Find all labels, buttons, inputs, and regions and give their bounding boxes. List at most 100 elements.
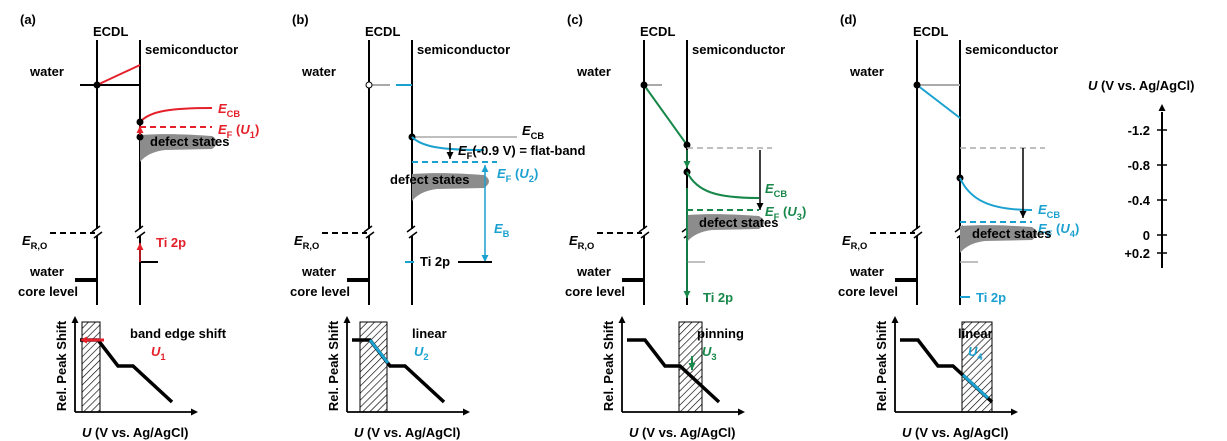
e-cb-label: ECB [522, 123, 544, 141]
label-part: F [774, 212, 780, 222]
axis-break [407, 229, 417, 236]
label-part: E [494, 221, 503, 236]
arrow-head [1019, 211, 1027, 218]
label-part: U [240, 122, 250, 137]
arrow-head [891, 316, 899, 323]
label-part: 3 [711, 352, 716, 362]
label-part: R,O [31, 241, 48, 251]
label-part: E [1038, 221, 1047, 236]
label-part: E [765, 204, 774, 219]
label-part: 4 [977, 352, 983, 362]
dot [913, 81, 921, 89]
flat-band-label: EF(-0.9 V) = flat-band [458, 143, 585, 161]
label-part: E [522, 123, 531, 138]
regime-label: band edge shift [130, 326, 227, 341]
axis-break [92, 229, 102, 236]
e-cb-label: ECB [1038, 202, 1060, 220]
label-part: ( [779, 204, 788, 219]
water-core-label: water [849, 264, 884, 279]
break-mark [136, 231, 146, 239]
y-axis-label: Rel. Peak Shift [54, 320, 69, 411]
break-mark [406, 225, 416, 233]
label-part: U [519, 166, 529, 181]
label-part: F [1047, 229, 1053, 239]
ti-label: Ti 2p [976, 290, 1006, 305]
label-part: 1 [160, 352, 165, 362]
label-part: F [227, 130, 233, 140]
label-part: ( [232, 122, 241, 137]
break-mark [365, 231, 375, 239]
axis-break [912, 229, 922, 236]
break-mark [408, 231, 418, 239]
e-f-label: EF (U3) [765, 204, 806, 222]
e-ro-label: ER,O [569, 233, 594, 251]
label-part: U [354, 425, 364, 440]
label-part: E [294, 233, 303, 248]
hatched-region [81, 321, 101, 413]
break-mark [638, 225, 648, 233]
conduction-band [686, 171, 760, 199]
water-label: water [301, 64, 336, 79]
e-ro-label: ER,O [22, 233, 47, 251]
label-part: U [902, 425, 912, 440]
arrow-head [756, 203, 764, 210]
label-part: U [968, 344, 978, 359]
label-part: E [842, 233, 851, 248]
label-part: (V vs. Ag/AgCl) [911, 425, 1008, 440]
arrow-head [463, 408, 470, 416]
potential-label: U1 [151, 344, 166, 362]
label-part: (V vs. Ag/AgCl) [1097, 78, 1194, 93]
panel-tag: (d) [840, 12, 857, 27]
label-part: R,O [851, 241, 868, 251]
conduction-band [959, 177, 1033, 211]
arrow-head [136, 243, 144, 250]
line [96, 64, 141, 86]
label-part: (V vs. Ag/AgCl) [363, 425, 460, 440]
label-part: E [22, 233, 31, 248]
label-part: E [218, 101, 227, 116]
line [643, 84, 688, 146]
defect-label: defect states [150, 134, 229, 149]
label-part: U [414, 344, 424, 359]
semiconductor-label: semiconductor [145, 42, 238, 57]
tick-label: 0 [1143, 228, 1150, 243]
defect-band [687, 214, 764, 242]
defect-band [412, 173, 489, 201]
water-label: water [849, 64, 884, 79]
arrow-head [738, 408, 745, 416]
label-part: R,O [303, 241, 320, 251]
x-axis-label: U (V vs. Ag/AgCl) [629, 425, 735, 440]
label-part: (V vs. Ag/AgCl) [91, 425, 188, 440]
defect-label: defect states [390, 172, 469, 187]
e-f-label: EF (U1) [218, 122, 259, 140]
arrow-head [481, 165, 489, 172]
label-part: U [151, 344, 161, 359]
break-mark [911, 225, 921, 233]
label-part: E [458, 143, 467, 158]
x-axis-label: U (V vs. Ag/AgCl) [354, 425, 460, 440]
x-axis-label: U (V vs. Ag/AgCl) [82, 425, 188, 440]
break-mark [134, 225, 144, 233]
regime-label: linear [958, 326, 993, 341]
label-part: ) [1075, 221, 1079, 236]
ti-label: Ti 2p [703, 290, 733, 305]
label-part: E [569, 233, 578, 248]
arrow-head [1011, 408, 1018, 416]
e-b-label: EB [494, 221, 510, 239]
ti-label: Ti 2p [420, 254, 450, 269]
ecdl-label: ECDL [913, 24, 948, 39]
axis-break [639, 229, 649, 236]
panel-tag: (b) [292, 12, 309, 27]
hatched-region [359, 321, 388, 413]
regime-label: pinning [697, 326, 744, 341]
water-core-label: water [301, 264, 336, 279]
e-ro-label: ER,O [842, 233, 867, 251]
label-part: CB [227, 109, 241, 119]
e-cb-label: ECB [765, 181, 787, 199]
tick-label: +0.2 [1124, 246, 1150, 261]
regime-label: linear [412, 326, 447, 341]
